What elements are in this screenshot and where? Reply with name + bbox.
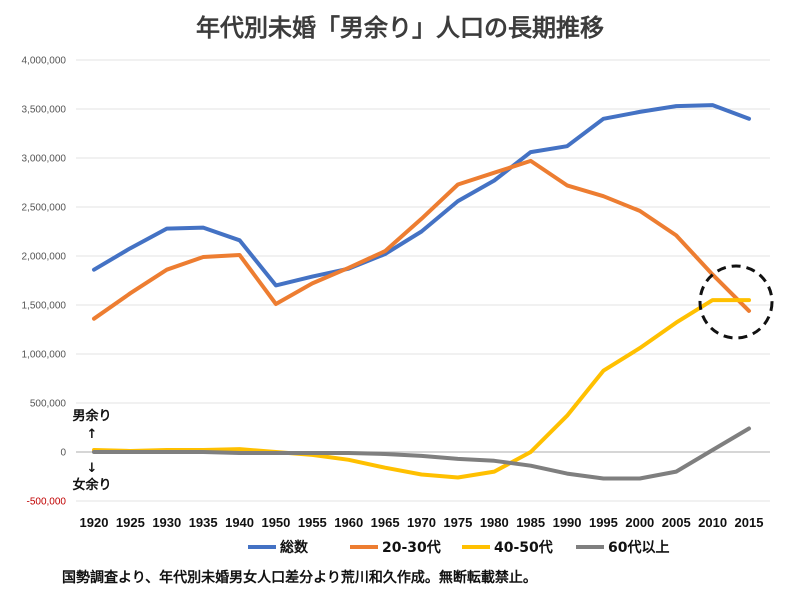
series-line-20-30代 <box>92 158 751 321</box>
x-tick-label: 1985 <box>516 515 545 530</box>
y-tick-label: 0 <box>60 448 66 459</box>
legend-label: 20-30代 <box>382 539 441 556</box>
y-tick-label: 500,000 <box>30 399 67 410</box>
source-note: 国勢調査より、年代別未婚男女人口差分より荒川和久作成。無断転載禁止。 <box>62 569 537 586</box>
series-line-総数 <box>92 103 751 288</box>
x-tick-label: 1990 <box>553 515 582 530</box>
arrow-down-label: ↓ <box>87 461 98 476</box>
series-lines <box>92 103 751 481</box>
x-tick-label: 2010 <box>698 515 727 530</box>
x-tick-label: 1935 <box>189 515 218 530</box>
x-tick-label: 1940 <box>225 515 254 530</box>
y-tick-label: 3,500,000 <box>22 105 67 116</box>
x-tick-label: 1980 <box>480 515 509 530</box>
x-tick-label: 1920 <box>80 515 109 530</box>
y-tick-label: 3,000,000 <box>22 154 67 165</box>
series-line-60代以上 <box>92 426 751 481</box>
x-tick-label: 1925 <box>116 515 145 530</box>
chart-title: 年代別未婚「男余り」人口の長期推移 <box>196 14 604 42</box>
x-axis-ticks: 1920 1925 1930 1935 1940 1950 1955 1960 1965 1970… <box>80 515 764 530</box>
female-surplus-label: 女余り <box>72 477 111 493</box>
y-tick-label: -500,000 <box>27 497 67 508</box>
legend-label: 40-50代 <box>494 539 553 556</box>
x-tick-label: 1975 <box>443 515 472 530</box>
legend-label: 総数 <box>280 539 309 556</box>
x-tick-label: 2000 <box>625 515 654 530</box>
x-tick-label: 1930 <box>152 515 181 530</box>
x-tick-label: 2005 <box>662 515 691 530</box>
y-axis-ticks: -500,000 0 500,000 1,000,000 1,500,000 2,000,… <box>22 56 67 508</box>
y-tick-label: 2,000,000 <box>22 252 67 263</box>
y-tick-label: 1,500,000 <box>22 301 67 312</box>
x-tick-label: 1965 <box>371 515 400 530</box>
legend-label: 60代以上 <box>608 539 669 556</box>
x-tick-label: 1995 <box>589 515 618 530</box>
gridlines <box>76 59 770 502</box>
x-tick-label: 1970 <box>407 515 436 530</box>
x-tick-label: 1960 <box>334 515 363 530</box>
x-tick-label: 1950 <box>261 515 290 530</box>
arrow-up-label: ↑ <box>87 427 98 442</box>
y-tick-label: 1,000,000 <box>22 350 67 361</box>
y-tick-label: 4,000,000 <box>22 56 67 67</box>
legend: 総数 20-30代 40-50代 60代以上 <box>248 539 669 556</box>
x-tick-label: 2015 <box>735 515 764 530</box>
highlight-dashed-circle <box>698 264 774 340</box>
male-surplus-label: 男余り <box>72 408 111 424</box>
x-tick-label: 1955 <box>298 515 327 530</box>
y-tick-label: 2,500,000 <box>22 203 67 214</box>
